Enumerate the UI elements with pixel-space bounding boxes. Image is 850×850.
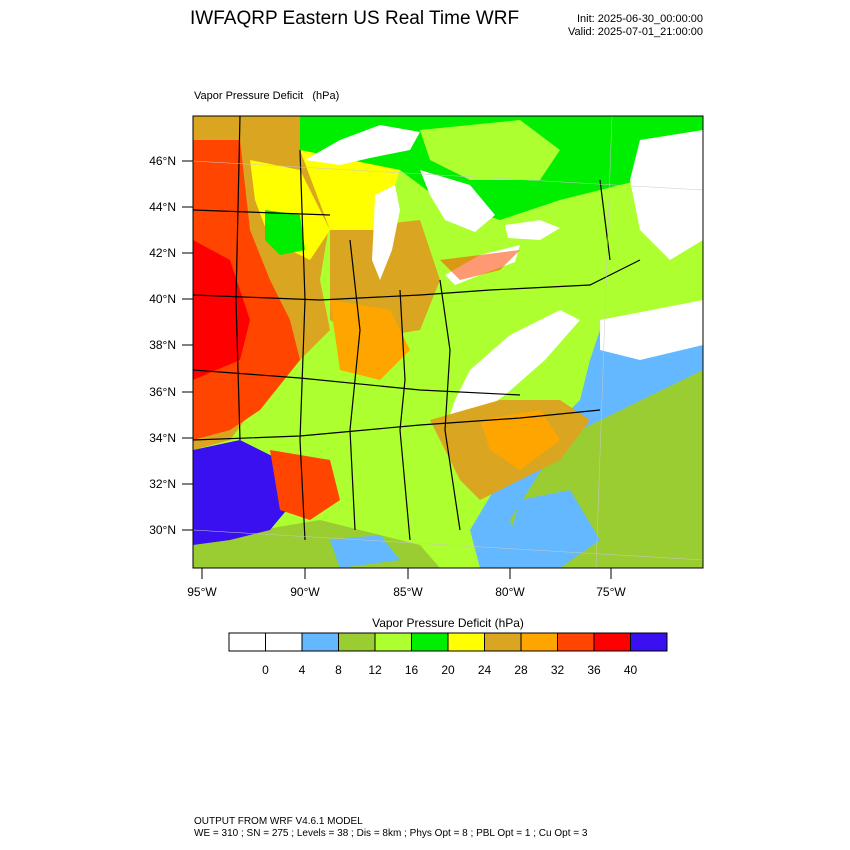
- canada-mid-area: [420, 120, 560, 180]
- colorbar-tick-label: 28: [514, 663, 528, 677]
- lat-label: 36°N: [149, 385, 176, 399]
- texas-area: [193, 440, 295, 545]
- colorbar: [228, 632, 668, 652]
- colorbar-tick-label: 40: [624, 663, 638, 677]
- colorbar-box: [630, 632, 668, 652]
- colorbar-tick-label: 4: [299, 663, 306, 677]
- colorbar-box: [557, 632, 595, 652]
- colorbar-box: [228, 632, 266, 652]
- lon-label: 80°W: [495, 585, 525, 599]
- lake-michigan: [372, 185, 400, 280]
- field-label: Vapor Pressure Deficit (hPa): [194, 90, 340, 102]
- border-line: [193, 409, 601, 441]
- illinois-area: [330, 300, 410, 380]
- init-time: Init: 2025-06-30_00:00:00: [577, 13, 703, 25]
- colorbar-box: [520, 632, 558, 652]
- lat-ticks: [182, 160, 193, 531]
- colorbar-box: [265, 632, 303, 652]
- colorbar-title: Vapor Pressure Deficit (hPa): [372, 616, 524, 630]
- border-line: [299, 149, 306, 541]
- minnesota-low-area: [265, 210, 305, 255]
- border-line: [489, 259, 641, 291]
- border-line: [193, 369, 521, 396]
- border-line: [235, 116, 241, 441]
- offshore-low-area: [500, 490, 600, 568]
- colorbar-box: [593, 632, 631, 652]
- map-frame: [192, 115, 704, 569]
- colorbar-box: [447, 632, 485, 652]
- border-line: [599, 179, 611, 261]
- erie-shore-area: [440, 250, 520, 280]
- appalachian-area: [445, 310, 580, 430]
- lon-labels: 95°W 90°W 85°W 80°W 75°W: [187, 585, 626, 599]
- border-line: [349, 239, 361, 531]
- plains-hottest-area: [193, 240, 250, 380]
- valid-time: Valid: 2025-07-01_21:00:00: [568, 26, 703, 38]
- state-borders: [193, 116, 641, 541]
- lat-labels: 46°N 44°N 42°N 40°N 38°N 36°N 34°N 32°N …: [149, 154, 176, 537]
- lon-ticks: [201, 568, 612, 579]
- louisiana-area: [270, 450, 340, 520]
- border-line: [193, 209, 331, 216]
- colorbar-box: [411, 632, 449, 652]
- lon-label: 95°W: [187, 585, 217, 599]
- colorbar-box: [374, 632, 412, 652]
- lon-label: 85°W: [393, 585, 423, 599]
- footer-config-line: WE = 310 ; SN = 275 ; Levels = 38 ; Dis …: [194, 828, 588, 839]
- colorbar-tick-label: 20: [441, 663, 455, 677]
- lake-ontario: [505, 220, 560, 240]
- vpd-field: [193, 116, 703, 568]
- lat-label: 34°N: [149, 431, 176, 445]
- gridline: [193, 160, 703, 191]
- colorbar-tick-label: 0: [262, 663, 269, 677]
- border-line: [193, 289, 491, 301]
- lake-superior: [305, 125, 420, 165]
- colorbar-tick-label: 32: [551, 663, 565, 677]
- gridlines: [193, 116, 703, 568]
- border-line: [399, 289, 411, 541]
- colorbar-tick-label: 16: [405, 663, 419, 677]
- lon-label: 90°W: [290, 585, 320, 599]
- colorbar-box: [338, 632, 376, 652]
- lat-label: 46°N: [149, 154, 176, 168]
- lat-label: 44°N: [149, 200, 176, 214]
- lat-label: 32°N: [149, 477, 176, 491]
- lat-label: 38°N: [149, 338, 176, 352]
- lon-label: 75°W: [596, 585, 626, 599]
- colorbar-box: [484, 632, 522, 652]
- gridline: [595, 116, 613, 568]
- colorbar-box: [301, 632, 339, 652]
- lake-huron: [420, 170, 495, 232]
- colorbar-tick-label: 36: [587, 663, 601, 677]
- colorbar-labels: 0 4 8 12 16 20 24 28 32 36 40: [262, 663, 637, 677]
- colorbar-tick-label: 8: [335, 663, 342, 677]
- carolina-warm-area: [480, 410, 560, 470]
- border-line: [439, 279, 461, 531]
- gulf-low-area: [330, 535, 400, 568]
- colorbar-tick-label: 12: [368, 663, 382, 677]
- colorbar-tick-label: 24: [478, 663, 492, 677]
- offshore-white-area: [600, 300, 703, 360]
- lat-label: 42°N: [149, 246, 176, 260]
- main-title: IWFAQRP Eastern US Real Time WRF: [190, 8, 520, 29]
- maine-white-area: [630, 130, 703, 260]
- gridline: [193, 529, 703, 561]
- lat-label: 30°N: [149, 523, 176, 537]
- footer-model-line: OUTPUT FROM WRF V4.6.1 MODEL: [194, 816, 363, 827]
- lat-label: 40°N: [149, 292, 176, 306]
